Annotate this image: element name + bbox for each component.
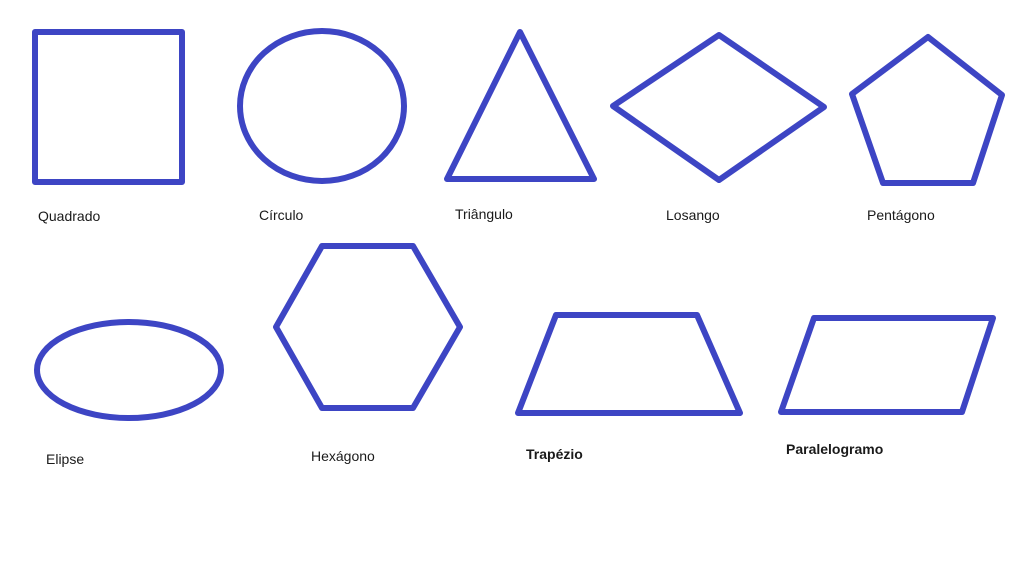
label-paralelogramo: Paralelogramo [786,441,884,457]
label-pentagono: Pentágono [867,207,935,223]
square-shape [32,29,185,185]
label-circulo: Círculo [259,207,304,223]
label-trapezio: Trapézio [526,446,583,462]
label-triangulo: Triângulo [455,206,513,222]
label-losango: Losango [666,207,720,223]
triangle-shape [444,29,597,182]
circle-shape [237,28,407,184]
label-quadrado: Quadrado [38,208,101,224]
label-elipse: Elipse [46,451,85,467]
pentagon-shape [849,34,1005,186]
rhombus-shape [610,32,827,183]
label-hexagono: Hexágono [311,448,375,464]
parallelogram-shape [778,315,996,415]
trapezoid-shape [515,312,743,416]
hexagon-shape [273,243,463,411]
ellipse-shape [34,319,224,421]
